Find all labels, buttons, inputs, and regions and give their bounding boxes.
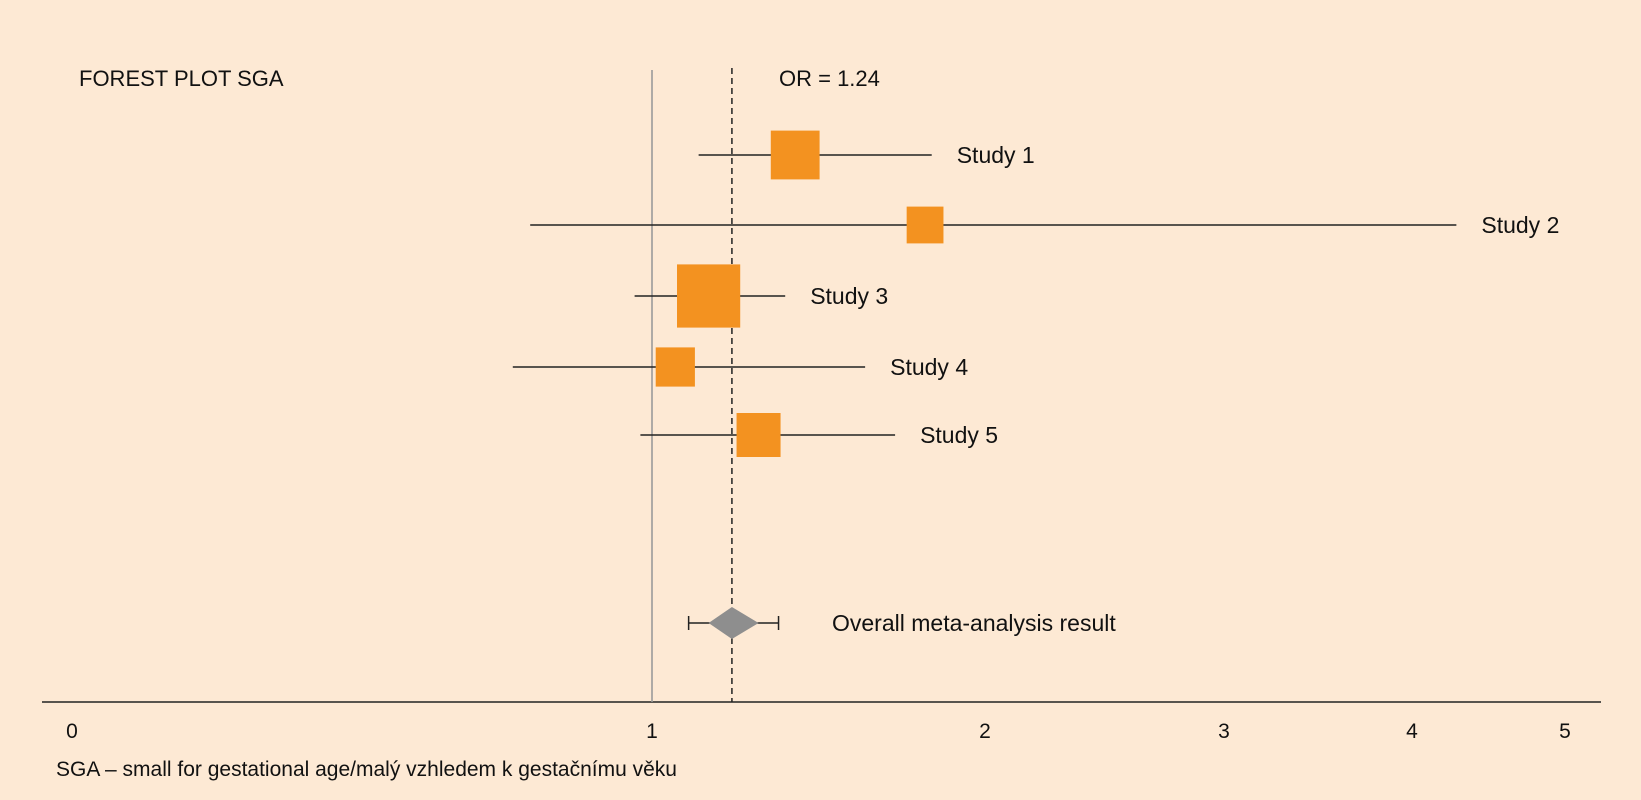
x-tick-label-3: 3 <box>1218 720 1230 743</box>
x-tick-label-1: 1 <box>646 720 658 743</box>
study-label-3: Study 3 <box>810 283 888 309</box>
overall-result-label: Overall meta-analysis result <box>832 610 1116 636</box>
study-box-1 <box>770 130 820 180</box>
x-tick-label-4: 4 <box>1406 720 1418 743</box>
overall-diamond <box>708 607 759 639</box>
study-box-2 <box>906 206 944 244</box>
study-label-1: Study 1 <box>957 142 1035 168</box>
footnote: SGA – small for gestational age/malý vzh… <box>56 758 677 781</box>
x-tick-label-0: 0 <box>66 720 78 743</box>
study-box-5 <box>736 413 781 457</box>
x-tick-label-5: 5 <box>1559 720 1571 743</box>
study-box-3 <box>677 264 741 328</box>
study-box-4 <box>655 347 695 387</box>
study-label-5: Study 5 <box>920 422 998 448</box>
study-label-2: Study 2 <box>1481 212 1559 238</box>
study-label-4: Study 4 <box>890 354 968 380</box>
overall-or-label: OR = 1.24 <box>779 66 880 91</box>
chart-title: FOREST PLOT SGA <box>79 66 284 91</box>
x-tick-label-2: 2 <box>979 720 991 743</box>
